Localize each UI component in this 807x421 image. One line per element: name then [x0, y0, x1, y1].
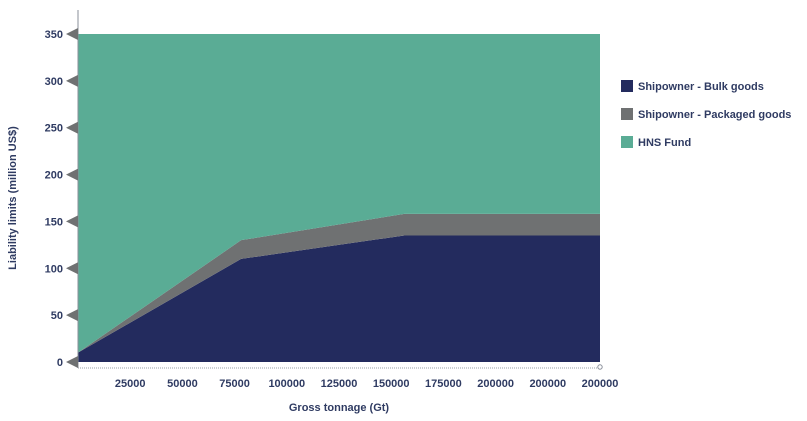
x-tick-label: 100000 — [268, 378, 305, 390]
x-tick-label: 175000 — [425, 378, 462, 390]
x-tick-label: 150000 — [373, 378, 410, 390]
x-tick-label: 200000 — [477, 378, 514, 390]
legend-label: Shipowner - Packaged goods — [638, 109, 791, 121]
x-tick-label: 75000 — [219, 378, 250, 390]
area-series-1 — [78, 235, 600, 362]
y-tick-label: 250 — [45, 123, 63, 135]
y-tick-marker — [66, 215, 78, 228]
y-tick-label: 200 — [45, 170, 63, 182]
y-tick-marker — [66, 168, 78, 181]
x-tick-label: 200000 — [529, 378, 566, 390]
legend-swatch — [621, 136, 633, 148]
legend-swatch — [621, 80, 633, 92]
y-tick-label: 0 — [57, 357, 63, 369]
x-tick-label: 125000 — [321, 378, 358, 390]
y-tick-label: 100 — [45, 263, 63, 275]
y-tick-marker — [66, 309, 78, 322]
x-axis-end-marker — [597, 364, 603, 370]
y-tick-marker — [66, 121, 78, 134]
y-tick-marker — [66, 74, 78, 87]
y-tick-label: 300 — [45, 76, 63, 88]
y-axis-title: Liability limits (million US$) — [7, 126, 19, 270]
chart-areas — [78, 34, 600, 362]
x-tick-label: 50000 — [167, 378, 198, 390]
y-tick-marker — [66, 262, 78, 275]
y-tick-marker — [66, 28, 78, 40]
y-tick-marker — [66, 356, 78, 368]
legend-label: HNS Fund — [638, 137, 691, 149]
legend: Shipowner - Bulk goods Shipowner - Packag… — [621, 80, 791, 149]
x-tick-label: 200000 — [582, 378, 619, 390]
area-series-2 — [78, 213, 600, 353]
y-tick-label: 50 — [51, 310, 63, 322]
y-tick-label: 350 — [45, 29, 63, 41]
y-axis-ticks: 0 50 100 150 200 250 300 350 — [45, 28, 78, 369]
area-series-3 — [78, 34, 600, 353]
x-tick-label: 25000 — [115, 378, 146, 390]
legend-label: Shipowner - Bulk goods — [638, 81, 764, 93]
x-axis-title: Gross tonnage (Gt) — [289, 402, 390, 414]
y-tick-label: 150 — [45, 216, 63, 228]
legend-swatch — [621, 108, 633, 120]
x-axis-ticks: 25000 50000 75000 100000 125000 150000 175000 2… — [115, 378, 618, 390]
chart-axes — [77, 10, 603, 370]
